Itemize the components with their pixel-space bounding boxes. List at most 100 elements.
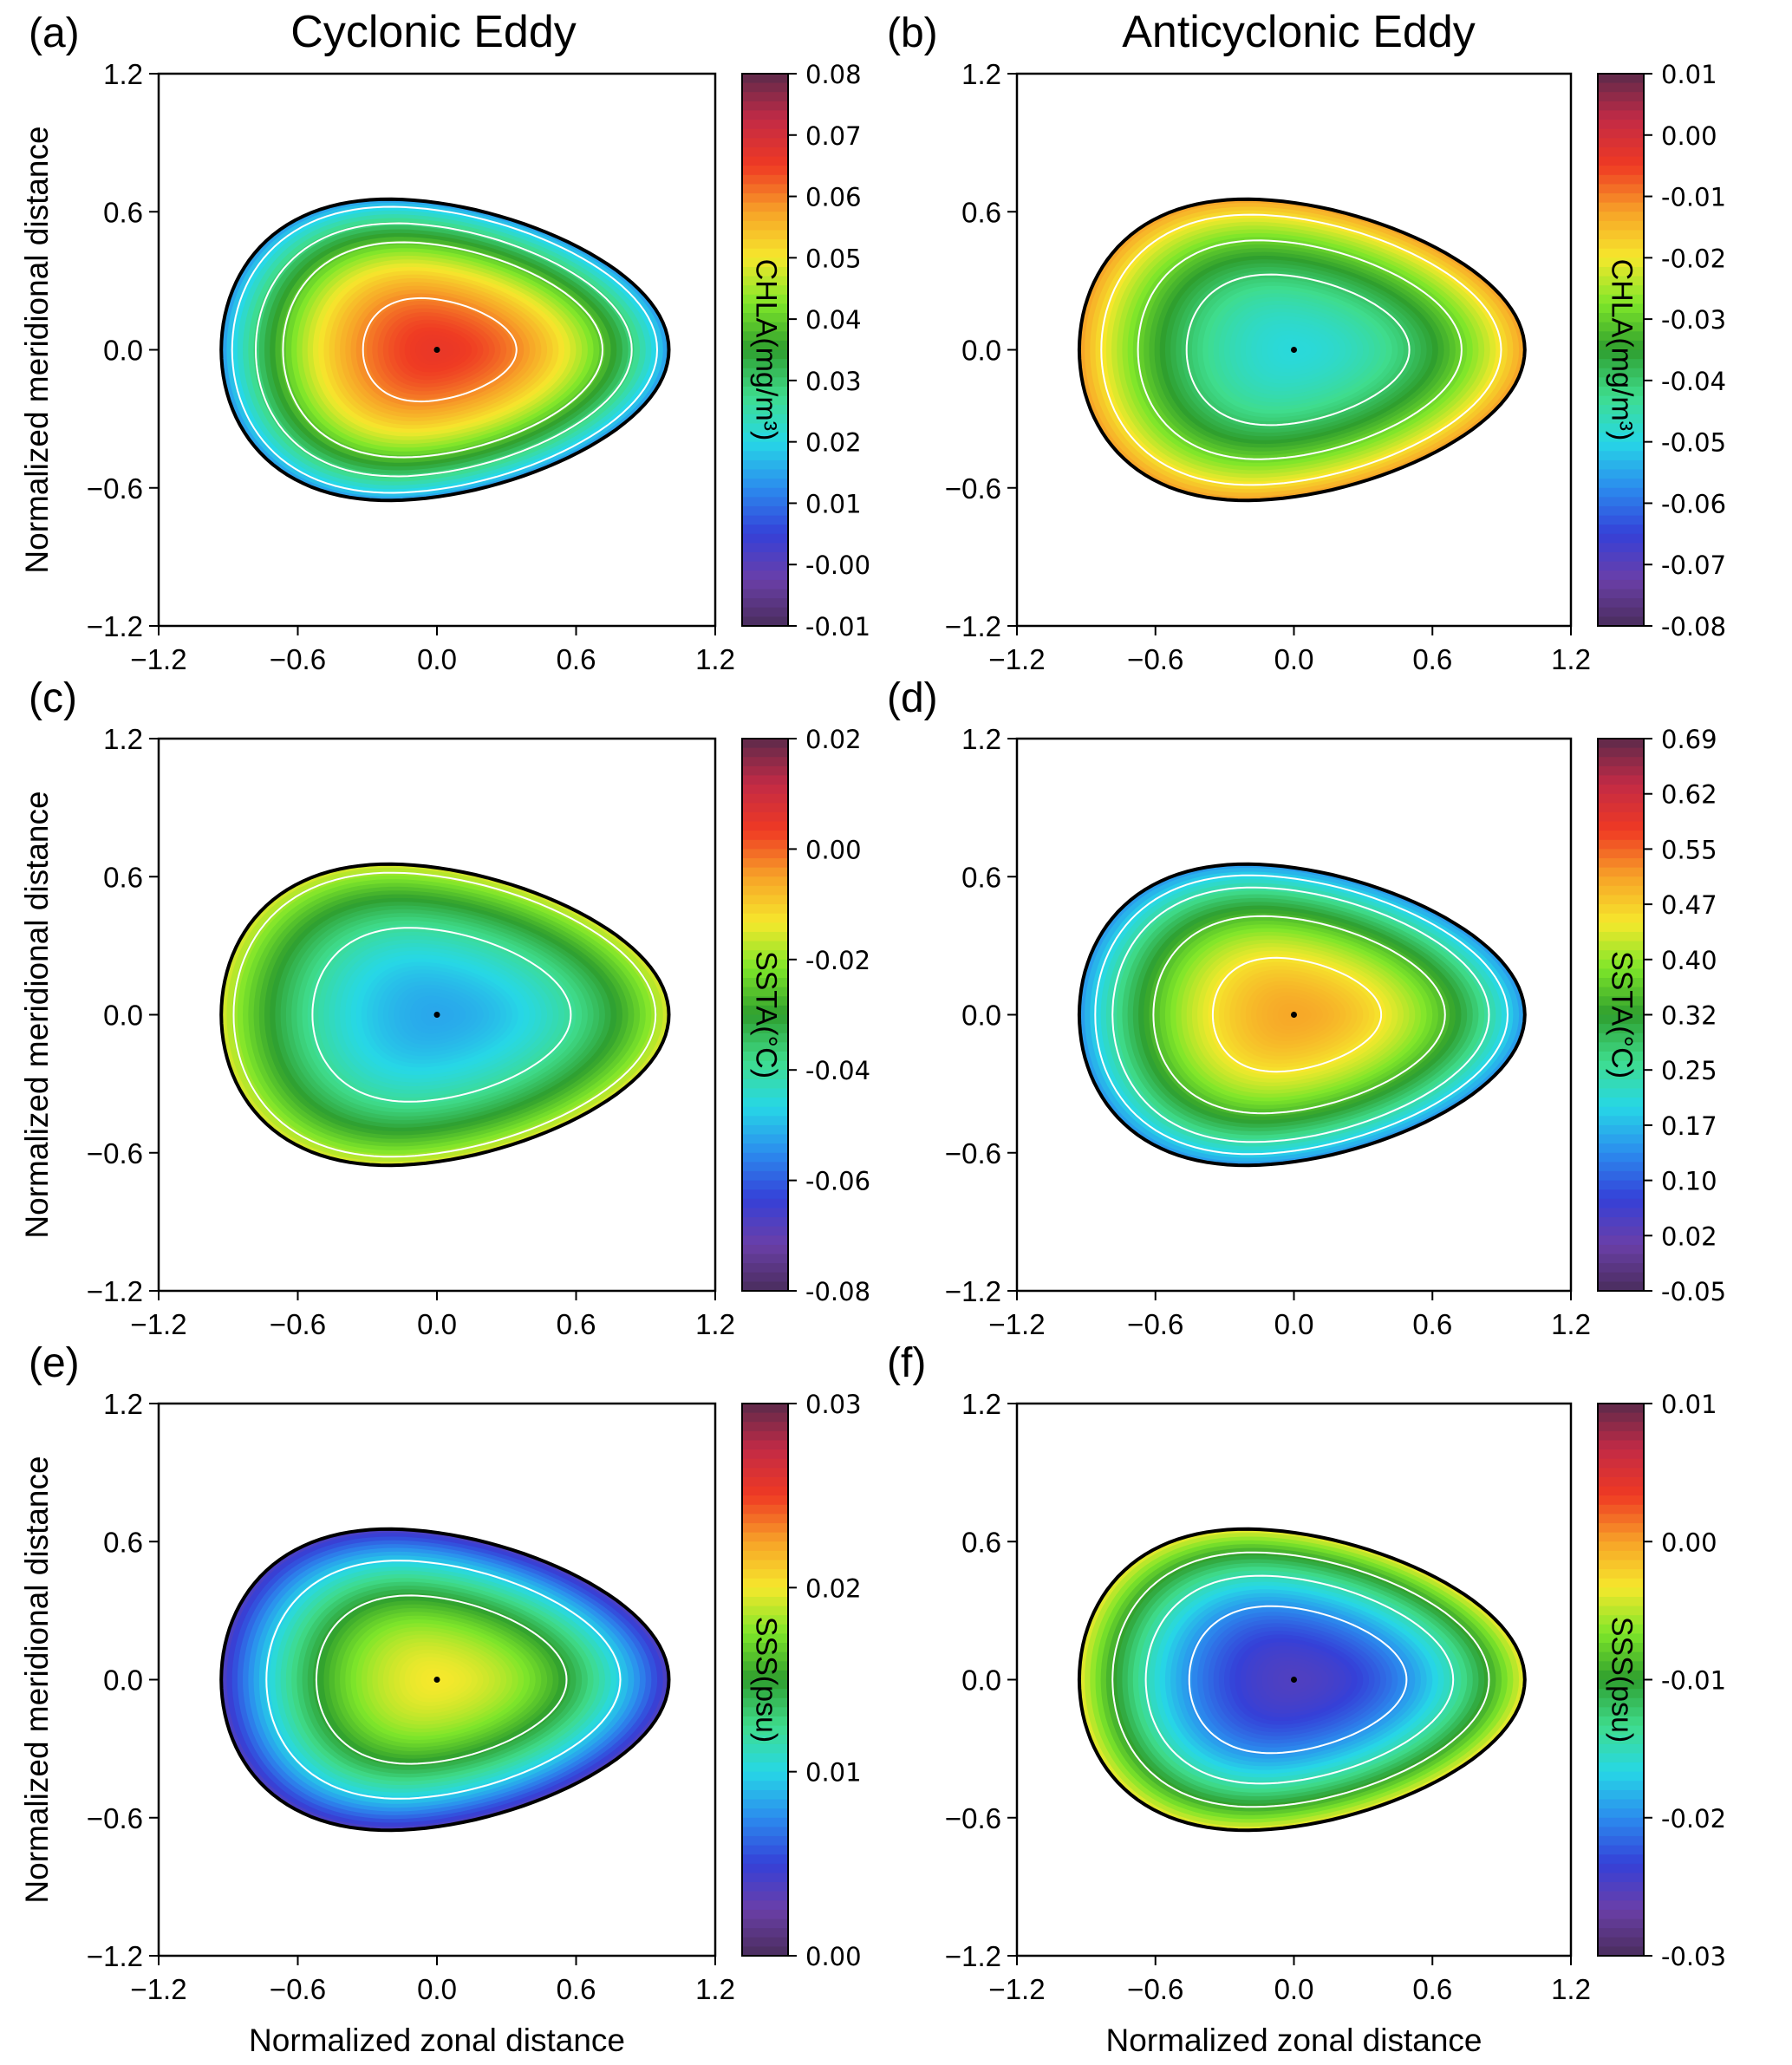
y-tick-label: 0.0 xyxy=(961,1664,1001,1697)
colorbar-segment xyxy=(742,616,788,627)
contour-line xyxy=(254,222,633,478)
colorbar-segment xyxy=(742,1587,788,1598)
colorbar-label: CHLA(mg/m³) xyxy=(750,259,783,441)
colorbar-tick-label: -0.03 xyxy=(1661,305,1726,335)
y-tick-label: 0.6 xyxy=(103,861,143,893)
colorbar-segment xyxy=(1598,1254,1644,1264)
colorbar-segment xyxy=(742,598,788,609)
eddy-boundary xyxy=(1077,1527,1527,1833)
colorbar-tick-label: 0.05 xyxy=(805,244,862,273)
colorbar-segment xyxy=(1598,331,1644,342)
colorbar-tick-label: -0.06 xyxy=(1661,489,1726,518)
colorbar-segment xyxy=(1598,1468,1644,1478)
contour-line xyxy=(1111,886,1490,1143)
colorbar-segment xyxy=(1598,1827,1644,1837)
colorbar-segment xyxy=(742,775,788,785)
colorbar-segment xyxy=(1598,128,1644,139)
colorbar-segment xyxy=(742,922,788,933)
y-tick-label: 0.6 xyxy=(961,861,1001,893)
x-tick-label: 0.6 xyxy=(1412,643,1452,675)
eddy-center-dot xyxy=(1291,1677,1297,1683)
colorbar-segment xyxy=(1598,1235,1644,1246)
colorbar-segment xyxy=(742,579,788,590)
colorbar-segment xyxy=(1598,303,1644,314)
contour-line xyxy=(1188,1605,1408,1755)
contour-line xyxy=(1100,213,1502,486)
colorbar-segment xyxy=(742,1781,788,1791)
colorbar-segment xyxy=(1598,1918,1644,1929)
colorbar-segment xyxy=(1598,765,1644,777)
colorbar-tick-label: -0.05 xyxy=(1661,428,1726,458)
x-tick-label: −0.6 xyxy=(1127,1308,1183,1340)
colorbar-segment xyxy=(1598,931,1644,942)
x-tick-label: 0.0 xyxy=(1274,643,1314,675)
x-tick-label: 1.2 xyxy=(695,1973,735,2005)
colorbar-segment xyxy=(1598,913,1644,923)
colorbar-segment xyxy=(1598,987,1644,997)
colorbar-segment xyxy=(742,1208,788,1218)
colorbar-segment xyxy=(1598,497,1644,507)
colorbar-segment xyxy=(1598,1070,1644,1080)
colorbar-segment xyxy=(742,1624,788,1635)
x-tick-label: 0.0 xyxy=(417,1308,457,1340)
colorbar-segment xyxy=(742,1707,788,1717)
colorbar-segment xyxy=(742,1891,788,1901)
colorbar-segment xyxy=(742,1771,788,1782)
colorbar-segment xyxy=(742,386,788,397)
x-tick-label: 0.0 xyxy=(1274,1308,1314,1340)
colorbar-segment xyxy=(742,1412,788,1423)
colorbar-segment xyxy=(1598,996,1644,1006)
colorbar-segment xyxy=(742,1495,788,1506)
colorbar-segment xyxy=(1598,1032,1644,1043)
colorbar-segment xyxy=(742,276,788,286)
colorbar-segment xyxy=(742,1569,788,1580)
colorbar-segment xyxy=(742,313,788,323)
panel-a: −1.2 −0.6 0.0 0.6 1.2 1.2 0.6 0.0 −0.6 −1.2 Normal… xyxy=(19,10,870,675)
x-tick-label: 1.2 xyxy=(1551,1308,1591,1340)
colorbar-segment xyxy=(742,1468,788,1478)
y-tick-label: 0.6 xyxy=(103,196,143,228)
colorbar-tick-label: 0.00 xyxy=(1661,121,1717,151)
colorbar-segment xyxy=(1598,82,1644,93)
colorbar-segment xyxy=(1598,785,1644,795)
x-tick-label: −1.2 xyxy=(988,643,1045,675)
colorbar-segment xyxy=(742,978,788,988)
colorbar-segment xyxy=(1598,1098,1644,1108)
colorbar-segment xyxy=(1598,811,1644,823)
colorbar-segment xyxy=(1598,1937,1644,1947)
colorbar-tick-label: 0.17 xyxy=(1661,1111,1717,1141)
colorbar-segment xyxy=(742,120,788,130)
colorbar-segment xyxy=(742,1854,788,1865)
colorbar-segment xyxy=(742,1928,788,1938)
colorbar-segment xyxy=(742,1873,788,1883)
colorbar-tick-label: 0.07 xyxy=(805,121,862,151)
colorbar-segment xyxy=(742,441,788,452)
colorbar-segment xyxy=(1598,1051,1644,1062)
colorbar-segment xyxy=(742,193,788,204)
colorbar-segment xyxy=(1598,1532,1644,1542)
colorbar-segment xyxy=(742,469,788,479)
panel-f: −1.2 −0.6 0.0 0.6 1.2 1.2 0.6 0.0 −0.6 −1.2 Normal… xyxy=(887,1340,1726,2058)
colorbar-segment xyxy=(1598,313,1644,323)
y-tick-label: 1.2 xyxy=(961,723,1001,755)
y-tick-label: −0.6 xyxy=(87,1137,143,1169)
y-axis-label: Normalized meridional distance xyxy=(19,791,55,1238)
colorbar-segment xyxy=(742,497,788,507)
colorbar-segment xyxy=(1598,294,1644,305)
colorbar-segment xyxy=(1598,1624,1644,1635)
colorbar-segment xyxy=(1598,1180,1644,1190)
colorbar-tick-label: -0.04 xyxy=(1661,367,1726,396)
colorbar-segment xyxy=(742,1263,788,1274)
colorbar-segment xyxy=(742,1014,788,1025)
y-tick-label: −1.2 xyxy=(87,1940,143,1972)
colorbar-segment xyxy=(742,561,788,571)
contour-line xyxy=(362,296,518,403)
colorbar-segment xyxy=(1598,1651,1644,1662)
contour-line xyxy=(1185,273,1411,427)
colorbar-segment xyxy=(1598,359,1644,369)
colorbar-segment xyxy=(742,950,788,961)
colorbar-frame xyxy=(1597,73,1645,627)
y-tick-label: 1.2 xyxy=(961,58,1001,90)
colorbar-segment xyxy=(742,459,788,471)
x-axis-label: Normalized zonal distance xyxy=(1106,2023,1482,2058)
